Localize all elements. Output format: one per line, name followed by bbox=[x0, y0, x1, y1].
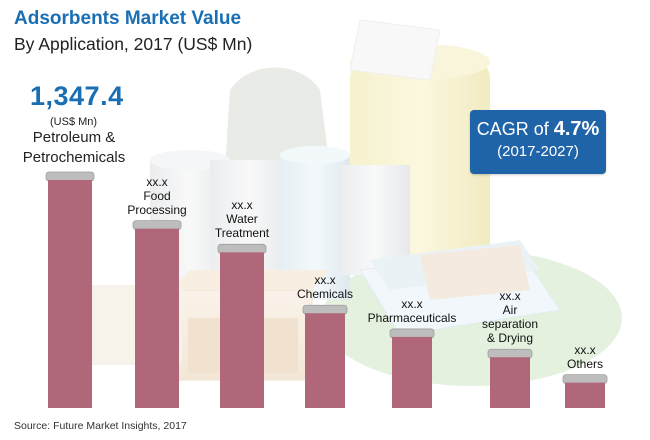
highlight-value: 1,347.4 bbox=[30, 81, 124, 111]
cagr-period: (2017-2027) bbox=[497, 143, 579, 160]
camo-roll-shape bbox=[225, 67, 330, 170]
bar-label: xx.x Air separation & Drying bbox=[450, 289, 570, 345]
bar-label-line: separation bbox=[481, 317, 539, 332]
cagr-badge: CAGR of 4.7% (2017-2027) bbox=[470, 110, 606, 174]
bar-label-line: Processing bbox=[127, 202, 187, 217]
pad-stack-shape bbox=[349, 19, 441, 81]
bar bbox=[392, 336, 432, 408]
brown-box-shape bbox=[420, 245, 530, 300]
chart-title: Adsorbents Market Value bbox=[14, 8, 242, 29]
bar-label-line: Pharmaceuticals bbox=[367, 310, 457, 325]
bar-label-line: xx.x bbox=[401, 296, 423, 311]
bar bbox=[490, 357, 530, 408]
bar-label-line: Air bbox=[502, 303, 518, 318]
bar bbox=[135, 228, 179, 408]
bar bbox=[220, 252, 264, 408]
bar-label-line: xx.x bbox=[146, 174, 168, 189]
highlight-label-line2: Petrochemicals bbox=[22, 149, 126, 166]
bar-label-line: Chemicals bbox=[296, 287, 353, 302]
bar-label-line: Treatment bbox=[214, 226, 270, 241]
bar bbox=[48, 180, 92, 408]
bar-label: xx.x Water Treatment bbox=[182, 198, 302, 240]
bar-cap bbox=[302, 304, 348, 315]
bar-cap bbox=[217, 243, 267, 254]
cagr-line: CAGR of 4.7% bbox=[470, 118, 606, 141]
bar-label-line: xx.x bbox=[499, 289, 521, 304]
bar-label: xx.x Pharmaceuticals bbox=[352, 297, 472, 325]
source-note: Source: Future Market Insights, 2017 bbox=[14, 420, 187, 432]
bar-label-line: xx.x bbox=[574, 342, 596, 357]
bar-cap bbox=[389, 328, 435, 339]
bar-label-line: Others bbox=[566, 356, 603, 371]
cagr-value: 4.7% bbox=[553, 118, 600, 140]
bar-cap bbox=[45, 171, 95, 182]
highlight-label-line1: Petroleum & bbox=[32, 129, 116, 146]
bar-label-line: Water bbox=[226, 212, 258, 227]
bar-label: xx.x Chemicals bbox=[265, 273, 385, 301]
bar bbox=[305, 313, 345, 408]
bar-cap bbox=[562, 374, 608, 385]
chart-subtitle: By Application, 2017 (US$ Mn) bbox=[14, 34, 253, 54]
bar-label-line: xx.x bbox=[314, 273, 336, 288]
cagr-prefix: CAGR of bbox=[476, 119, 554, 139]
bar-label: xx.x Others bbox=[525, 343, 645, 371]
bar-cap bbox=[132, 220, 182, 231]
bar-label-line: xx.x bbox=[231, 198, 253, 213]
highlight-unit: (US$ Mn) bbox=[50, 116, 98, 128]
bar-label-line: Food bbox=[143, 188, 171, 203]
bar bbox=[565, 382, 605, 408]
bar-label: xx.x Food Processing bbox=[97, 175, 217, 217]
bar-label-line: & Drying bbox=[486, 331, 533, 346]
highlight-label: Petroleum & Petrochemicals bbox=[4, 128, 144, 168]
bar-group bbox=[45, 171, 608, 408]
